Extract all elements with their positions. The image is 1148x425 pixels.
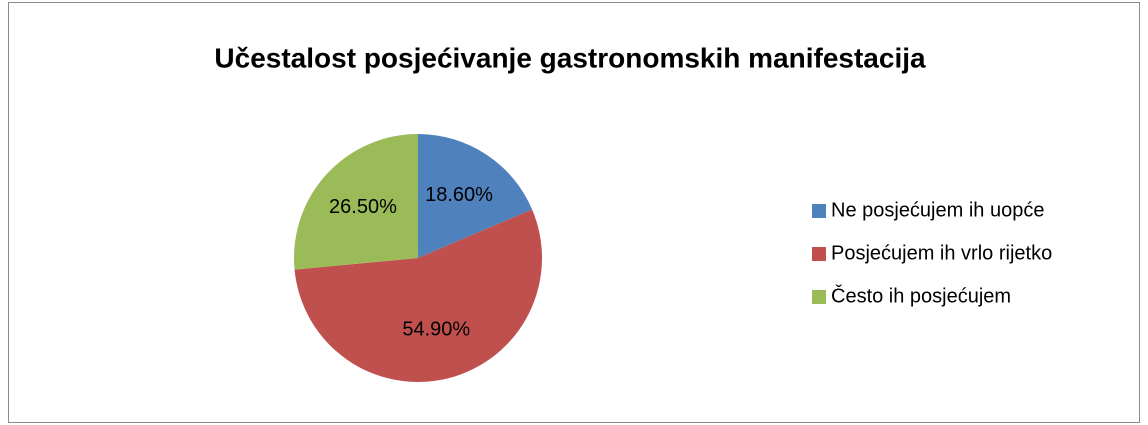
legend-swatch: [812, 204, 826, 218]
pie-slice: [418, 134, 533, 258]
legend-label: Često ih posjećujem: [831, 284, 1011, 307]
pie-slice: [294, 209, 542, 382]
data-label: 26.50%: [329, 196, 397, 218]
chart-frame: [8, 2, 1140, 423]
pie-slice: [294, 134, 418, 270]
legend-label: Posjećujem ih vrlo rijetko: [831, 242, 1052, 264]
chart-title: Učestalost posjećivanje gastronomskih ma…: [214, 42, 926, 73]
data-label: 18.60%: [425, 184, 493, 206]
legend-swatch: [812, 290, 826, 304]
legend-swatch: [812, 247, 826, 261]
legend-label: Ne posjećujem ih uopće: [831, 199, 1044, 221]
data-label: 54.90%: [402, 318, 470, 340]
